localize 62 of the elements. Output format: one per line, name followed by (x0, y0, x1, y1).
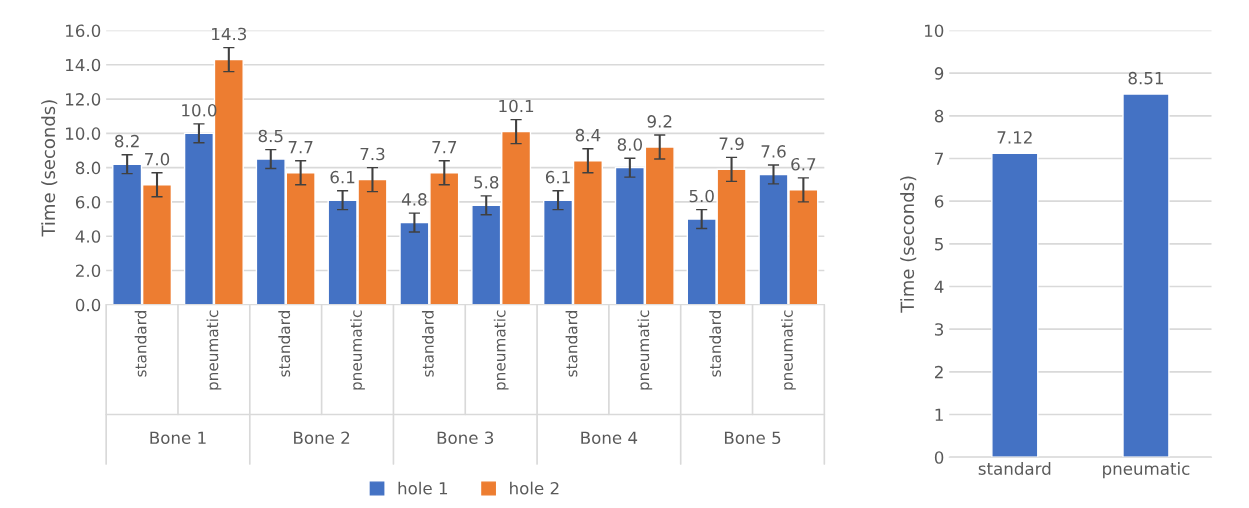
data-label: 5.0 (689, 189, 714, 203)
data-label: 7.12 (997, 131, 1032, 144)
text: Bone 5 (724, 431, 781, 445)
data-label: 7.6 (761, 145, 786, 158)
data-label: 7.3 (360, 147, 385, 161)
x-tick-label: standard (278, 311, 291, 377)
x-tick-label: pneumatic (493, 310, 509, 390)
data-label: 7.7 (288, 141, 313, 154)
data-label: 10.1 (499, 99, 534, 113)
x-tick-label: pneumatic (206, 310, 222, 390)
data-label: 5.8 (474, 175, 499, 189)
y-tick-label: 5 (935, 238, 943, 251)
y-tick-label: 6 (934, 195, 944, 208)
y-tick-label: 4 (934, 280, 944, 293)
data-label: 8.0 (617, 138, 642, 151)
data-label: 8.5 (258, 129, 283, 143)
data-label: 14.3 (212, 27, 247, 41)
data-label: 7.7 (432, 141, 457, 154)
data-label: 4.8 (401, 193, 427, 206)
y-tick-label: 12.0 (66, 93, 101, 106)
y-tick-label: 8 (934, 109, 944, 123)
data-label: 8.2 (115, 134, 139, 148)
y-axis-title: Time (seconds) (900, 176, 917, 313)
data-label: 8.4 (575, 128, 601, 142)
data-label: 7.9 (719, 137, 744, 151)
x-tick-label: pneumatic (637, 310, 653, 390)
y-tick-label: 4.0 (75, 230, 101, 243)
data-label: 7.0 (145, 152, 170, 166)
x-tick-label: pneumatic (781, 310, 796, 390)
x-tick-label: pneumatic (350, 310, 365, 390)
data-label: 6.7 (791, 157, 816, 171)
x-tick-label: standard (709, 311, 722, 377)
y-tick-label: 9 (934, 67, 944, 80)
y-tick-label: 10.0 (66, 127, 101, 140)
data-label: 6.1 (330, 170, 355, 184)
x-tick-label: standard (134, 311, 147, 377)
y-tick-label: 10 (925, 24, 944, 38)
text: Bone 1 (150, 431, 206, 445)
y-tick-label: 8.0 (75, 161, 101, 175)
legend-label: hole 1 (398, 481, 448, 495)
x-tick-label: pneumatic (1103, 462, 1190, 479)
y-tick-label: 2 (935, 365, 943, 379)
x-tick-label: standard (421, 311, 434, 377)
y-tick-label: 0.0 (75, 298, 101, 312)
data-label: 9.2 (647, 115, 672, 128)
y-tick-label: 16.0 (66, 24, 101, 38)
text: Bone 2 (294, 431, 350, 445)
data-label: 8.51 (1128, 71, 1163, 85)
y-tick-label: 3 (935, 323, 944, 336)
legend-label: hole 2 (510, 481, 559, 495)
y-tick-label: 1 (935, 408, 943, 421)
data-label: 6.1 (545, 170, 570, 184)
x-tick-label: standard (565, 311, 578, 377)
y-tick-label: 6.0 (75, 195, 101, 209)
y-tick-label: 14.0 (66, 58, 101, 72)
y-tick-label: 0 (934, 451, 944, 464)
text: Bone 4 (581, 431, 638, 445)
y-tick-label: 2.0 (76, 264, 101, 278)
y-axis-title: Time (seconds) (41, 100, 58, 237)
y-tick-label: 7 (935, 152, 943, 165)
text: Bone 3 (437, 431, 494, 445)
x-tick-label: standard (978, 462, 1051, 475)
